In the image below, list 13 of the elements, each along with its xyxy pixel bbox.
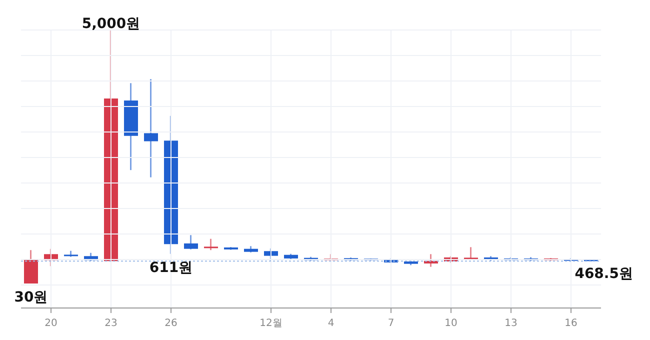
x-tick-label: 7 <box>388 318 394 329</box>
annotation: 30원 <box>14 290 48 306</box>
annotation: 5,000원 <box>82 16 140 32</box>
x-tick-label: 13 <box>504 318 518 329</box>
x-tick-label: 16 <box>564 318 578 329</box>
ref-line-label: 468.5원 <box>574 266 633 282</box>
x-tick-label: 4 <box>328 318 334 329</box>
x-tick-label: 26 <box>164 318 178 329</box>
annotation: 611원 <box>149 260 193 276</box>
x-tick-label: 10 <box>444 318 458 329</box>
x-tick-label: 23 <box>104 318 118 329</box>
x-tick-label: 20 <box>44 318 58 329</box>
x-tick-label: 12월 <box>260 318 282 329</box>
